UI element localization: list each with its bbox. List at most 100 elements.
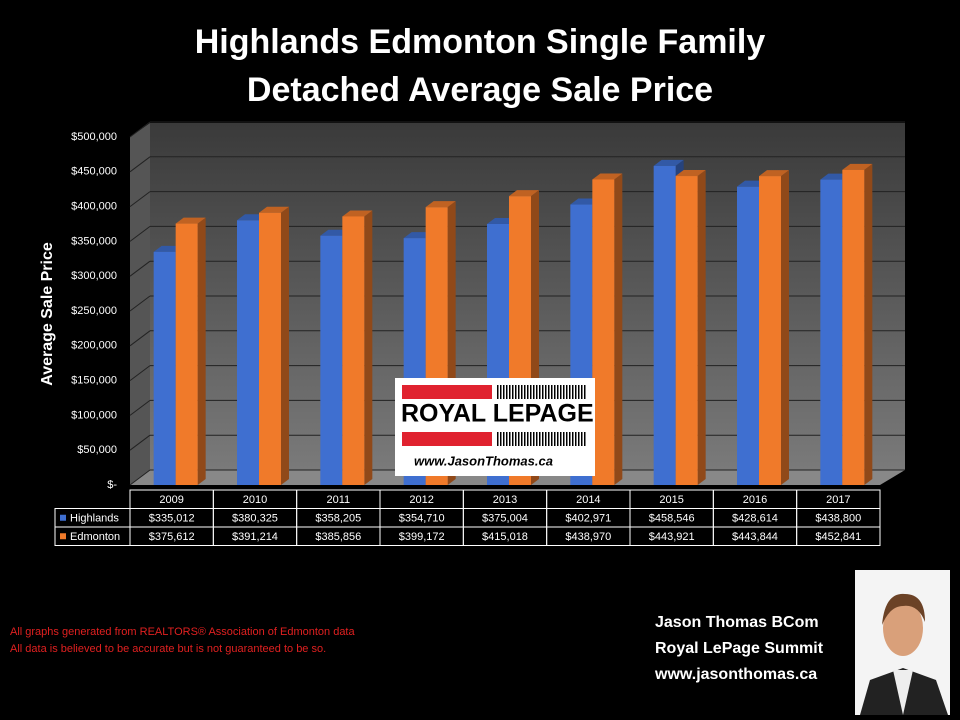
barcode-line xyxy=(563,385,565,399)
bar-top xyxy=(259,206,289,213)
y-tick-label: $350,000 xyxy=(71,235,117,247)
barcode-line xyxy=(554,432,556,446)
y-tick-label: $500,000 xyxy=(71,131,117,143)
grid-line-side xyxy=(129,156,151,173)
bar-top xyxy=(509,190,539,197)
table-value: $399,172 xyxy=(399,531,445,543)
barcode-line xyxy=(548,432,550,446)
table-value: $375,004 xyxy=(482,513,528,525)
y-tick-label: $250,000 xyxy=(71,305,117,317)
barcode-line xyxy=(542,432,544,446)
barcode-line xyxy=(560,432,562,446)
bar-top xyxy=(425,201,456,208)
x-tick-label: 2012 xyxy=(409,494,433,506)
grid-line-side xyxy=(129,295,151,312)
barcode-line xyxy=(545,432,547,446)
barcode-line xyxy=(572,432,574,446)
photo-hair xyxy=(882,593,925,625)
logo: ROYAL LEPAGE www.JasonThomas.ca xyxy=(395,378,595,476)
bar xyxy=(153,251,176,485)
grid-line-side xyxy=(129,469,151,486)
grid-line-side xyxy=(129,399,151,416)
chart-title: Highlands Edmonton Single Family Detache… xyxy=(194,23,766,109)
grid-line-side xyxy=(129,365,151,382)
bar-top xyxy=(342,210,373,217)
table-value: $438,970 xyxy=(565,531,611,543)
table-value: $458,546 xyxy=(649,513,695,525)
contact-company: Royal LePage Summit xyxy=(655,640,824,657)
table-value: $415,018 xyxy=(482,531,528,543)
barcode-line xyxy=(578,385,580,399)
bar-side xyxy=(697,170,706,485)
y-tick-label: $450,000 xyxy=(71,166,117,178)
table-value: $375,612 xyxy=(149,531,195,543)
footnote: All graphs generated from REALTORS® Asso… xyxy=(10,626,355,638)
bar xyxy=(259,212,281,485)
bar xyxy=(342,216,365,486)
x-tick-label: 2010 xyxy=(243,494,267,506)
table-value: $391,214 xyxy=(232,531,278,543)
legend-label: Edmonton xyxy=(70,531,120,543)
barcode-line xyxy=(560,385,562,399)
barcode-line xyxy=(527,432,529,446)
y-tick-label: $400,000 xyxy=(71,201,117,213)
logo-red-bar xyxy=(402,385,492,399)
barcode-line xyxy=(548,385,550,399)
y-axis-label: Average Sale Price xyxy=(39,242,56,386)
table-value: $335,012 xyxy=(149,513,195,525)
barcode-line xyxy=(575,432,577,446)
barcode-line xyxy=(584,385,586,399)
bar-top xyxy=(675,170,706,177)
barcode-line xyxy=(569,432,571,446)
barcode-line xyxy=(539,385,541,399)
bar-side xyxy=(197,217,206,486)
barcode-line xyxy=(521,432,523,446)
barcode-line xyxy=(497,385,499,399)
table-value: $443,844 xyxy=(732,531,778,543)
bar-side xyxy=(781,170,789,485)
photo-face xyxy=(883,600,923,656)
barcode-line xyxy=(554,385,556,399)
barcode-line xyxy=(581,432,583,446)
plot: $- $50,000 $100,000 $150,000 $200,000 $250,00… xyxy=(71,121,905,491)
barcode-line xyxy=(524,432,526,446)
barcode-line xyxy=(572,385,574,399)
barcode-line xyxy=(584,432,586,446)
barcode-line xyxy=(515,385,517,399)
barcode-line xyxy=(512,432,514,446)
grid-line-side xyxy=(129,434,151,451)
table-value: $380,325 xyxy=(232,513,278,525)
table-value: $428,614 xyxy=(732,513,778,525)
barcode-line xyxy=(557,385,559,399)
barcode-line xyxy=(527,385,529,399)
barcode-line xyxy=(566,385,568,399)
table-value: $402,971 xyxy=(565,513,611,525)
photo-shirt xyxy=(893,670,913,715)
barcode-line xyxy=(545,385,547,399)
barcode-line xyxy=(521,385,523,399)
y-tick-label: $- xyxy=(107,479,117,491)
table-value: $354,710 xyxy=(399,513,445,525)
bar xyxy=(737,186,759,485)
barcode-line xyxy=(497,432,499,446)
legend-swatch xyxy=(60,514,66,521)
barcode-line xyxy=(581,385,583,399)
barcode-line xyxy=(551,385,553,399)
grid-line-side xyxy=(129,260,151,277)
bar xyxy=(320,235,343,485)
table-cell xyxy=(54,526,131,546)
logo-red-bar xyxy=(402,432,492,446)
barcode-line xyxy=(536,385,538,399)
barcode-line xyxy=(575,385,577,399)
table-value: $452,841 xyxy=(815,531,861,543)
x-tick-label: 2015 xyxy=(659,494,683,506)
table-cell xyxy=(796,526,881,546)
logo-name: ROYAL LEPAGE xyxy=(401,400,594,428)
barcode-line xyxy=(518,385,520,399)
barcode-line xyxy=(569,385,571,399)
contact-name: Jason Thomas BCom xyxy=(655,614,819,631)
x-tick-label: 2013 xyxy=(493,494,517,506)
logo-barcode xyxy=(497,385,586,446)
barcode-line xyxy=(533,385,535,399)
bar xyxy=(842,169,865,485)
